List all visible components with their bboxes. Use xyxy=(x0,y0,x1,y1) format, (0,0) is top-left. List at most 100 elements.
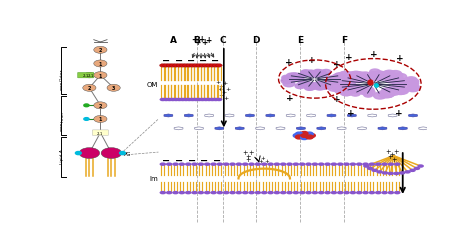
Text: C: C xyxy=(219,36,226,45)
Text: −: − xyxy=(175,155,183,165)
Circle shape xyxy=(345,82,355,87)
Circle shape xyxy=(169,65,176,68)
Circle shape xyxy=(331,79,341,84)
Text: +: + xyxy=(223,96,228,101)
Circle shape xyxy=(286,163,293,166)
Circle shape xyxy=(267,191,274,195)
Polygon shape xyxy=(235,127,244,130)
Circle shape xyxy=(295,136,303,139)
Circle shape xyxy=(304,86,314,91)
Circle shape xyxy=(362,191,369,195)
Text: −: − xyxy=(213,155,221,165)
Circle shape xyxy=(337,73,349,79)
Text: −: − xyxy=(163,155,171,165)
Circle shape xyxy=(301,134,308,138)
Circle shape xyxy=(394,89,406,95)
Circle shape xyxy=(401,81,411,86)
Circle shape xyxy=(397,88,407,93)
Circle shape xyxy=(364,93,373,98)
Polygon shape xyxy=(358,127,366,130)
Circle shape xyxy=(356,191,363,195)
Circle shape xyxy=(248,191,255,195)
Circle shape xyxy=(382,90,393,96)
Text: +: + xyxy=(395,108,403,117)
Text: +: + xyxy=(221,90,227,95)
Circle shape xyxy=(360,90,370,95)
Circle shape xyxy=(261,163,267,166)
Circle shape xyxy=(160,191,166,195)
Circle shape xyxy=(318,83,328,88)
Circle shape xyxy=(179,98,186,102)
Circle shape xyxy=(223,191,229,195)
Circle shape xyxy=(176,98,182,102)
Text: +: + xyxy=(225,87,230,92)
Circle shape xyxy=(380,93,390,98)
Circle shape xyxy=(382,172,388,175)
Circle shape xyxy=(328,79,338,84)
Circle shape xyxy=(371,169,378,172)
Circle shape xyxy=(387,87,399,93)
Text: +: + xyxy=(258,158,263,163)
Circle shape xyxy=(179,65,186,68)
Circle shape xyxy=(391,75,402,81)
Circle shape xyxy=(375,163,382,166)
Circle shape xyxy=(409,169,416,172)
Text: +: + xyxy=(280,75,287,84)
Circle shape xyxy=(119,152,125,155)
Circle shape xyxy=(94,72,107,79)
Text: +: + xyxy=(308,56,315,65)
Text: +: + xyxy=(333,60,340,69)
Circle shape xyxy=(173,98,179,102)
Circle shape xyxy=(255,191,261,195)
Circle shape xyxy=(387,172,394,175)
Circle shape xyxy=(199,65,206,68)
Circle shape xyxy=(364,90,375,96)
Circle shape xyxy=(305,163,312,166)
Circle shape xyxy=(189,65,196,68)
Circle shape xyxy=(401,79,413,85)
Circle shape xyxy=(392,86,401,91)
Text: 2: 2 xyxy=(88,86,91,91)
Circle shape xyxy=(295,133,303,137)
Circle shape xyxy=(310,85,319,90)
Circle shape xyxy=(179,163,185,166)
Circle shape xyxy=(84,105,89,107)
Circle shape xyxy=(182,98,189,102)
Circle shape xyxy=(381,191,388,195)
Circle shape xyxy=(351,77,362,83)
Circle shape xyxy=(236,191,242,195)
Circle shape xyxy=(94,116,107,123)
Circle shape xyxy=(334,83,343,88)
Polygon shape xyxy=(388,115,397,117)
Circle shape xyxy=(210,163,217,166)
Circle shape xyxy=(229,191,236,195)
Circle shape xyxy=(367,167,374,170)
Polygon shape xyxy=(184,115,193,117)
Text: −: − xyxy=(187,56,195,66)
FancyBboxPatch shape xyxy=(78,73,94,79)
Circle shape xyxy=(369,191,375,195)
Circle shape xyxy=(414,167,420,170)
Circle shape xyxy=(283,81,295,87)
Circle shape xyxy=(212,98,219,102)
Circle shape xyxy=(363,165,370,168)
Circle shape xyxy=(192,98,199,102)
Text: +: + xyxy=(261,155,265,161)
Text: 2: 2 xyxy=(99,103,102,108)
Circle shape xyxy=(296,75,304,80)
Circle shape xyxy=(301,132,308,136)
Circle shape xyxy=(354,73,367,79)
Circle shape xyxy=(332,86,343,91)
Text: +: + xyxy=(389,151,394,158)
Text: core: core xyxy=(60,121,64,130)
Text: D: D xyxy=(252,36,260,45)
Circle shape xyxy=(349,163,356,166)
Circle shape xyxy=(376,72,385,77)
Circle shape xyxy=(386,92,394,97)
Text: −: − xyxy=(188,155,196,165)
Text: +: + xyxy=(345,52,353,61)
Circle shape xyxy=(395,88,407,94)
Circle shape xyxy=(330,191,337,195)
Circle shape xyxy=(206,65,212,68)
Circle shape xyxy=(383,93,393,98)
